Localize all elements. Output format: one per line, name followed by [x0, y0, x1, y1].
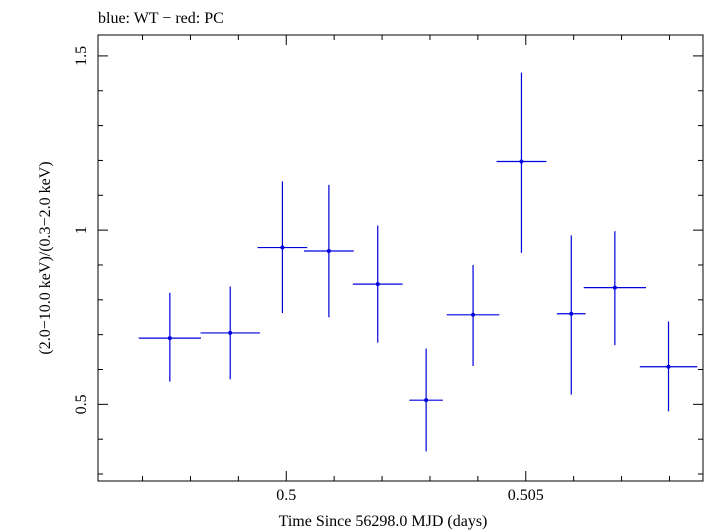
data-marker [424, 398, 429, 403]
data-marker [471, 312, 476, 317]
data-marker [612, 285, 617, 290]
y-axis-label: (2.0−10.0 keV)/(0.3−2.0 keV) [37, 161, 54, 354]
data-point [556, 235, 586, 395]
data-marker [280, 245, 285, 250]
data-point [257, 181, 308, 314]
data-point [303, 184, 354, 318]
x-tick-label: 0.505 [508, 487, 544, 504]
y-tick-label: 1.5 [73, 46, 90, 66]
data-series-wt [138, 72, 698, 452]
x-axis-label: Time Since 56298.0 MJD (days) [279, 513, 488, 530]
data-marker [228, 330, 233, 335]
y-tick-label: 1 [73, 226, 90, 234]
data-marker [666, 364, 671, 369]
data-marker [375, 282, 380, 287]
data-point [409, 348, 443, 452]
y-axis: 0.5 1 1.5 [73, 46, 703, 475]
y-tick-label: 0.5 [73, 394, 90, 414]
x-tick-label: 0.5 [276, 487, 296, 504]
data-point [446, 264, 500, 367]
data-point [639, 321, 698, 412]
data-point [583, 231, 646, 346]
chart-title: blue: WT − red: PC [98, 10, 224, 27]
data-point [200, 286, 260, 380]
data-marker [326, 249, 331, 254]
data-marker [167, 336, 172, 341]
data-point [352, 225, 403, 343]
data-marker [569, 311, 574, 316]
x-axis: 0.5 0.505 [142, 35, 670, 504]
data-point [496, 72, 547, 253]
data-point [138, 292, 201, 382]
data-marker [519, 159, 524, 164]
plot-frame [97, 34, 704, 482]
